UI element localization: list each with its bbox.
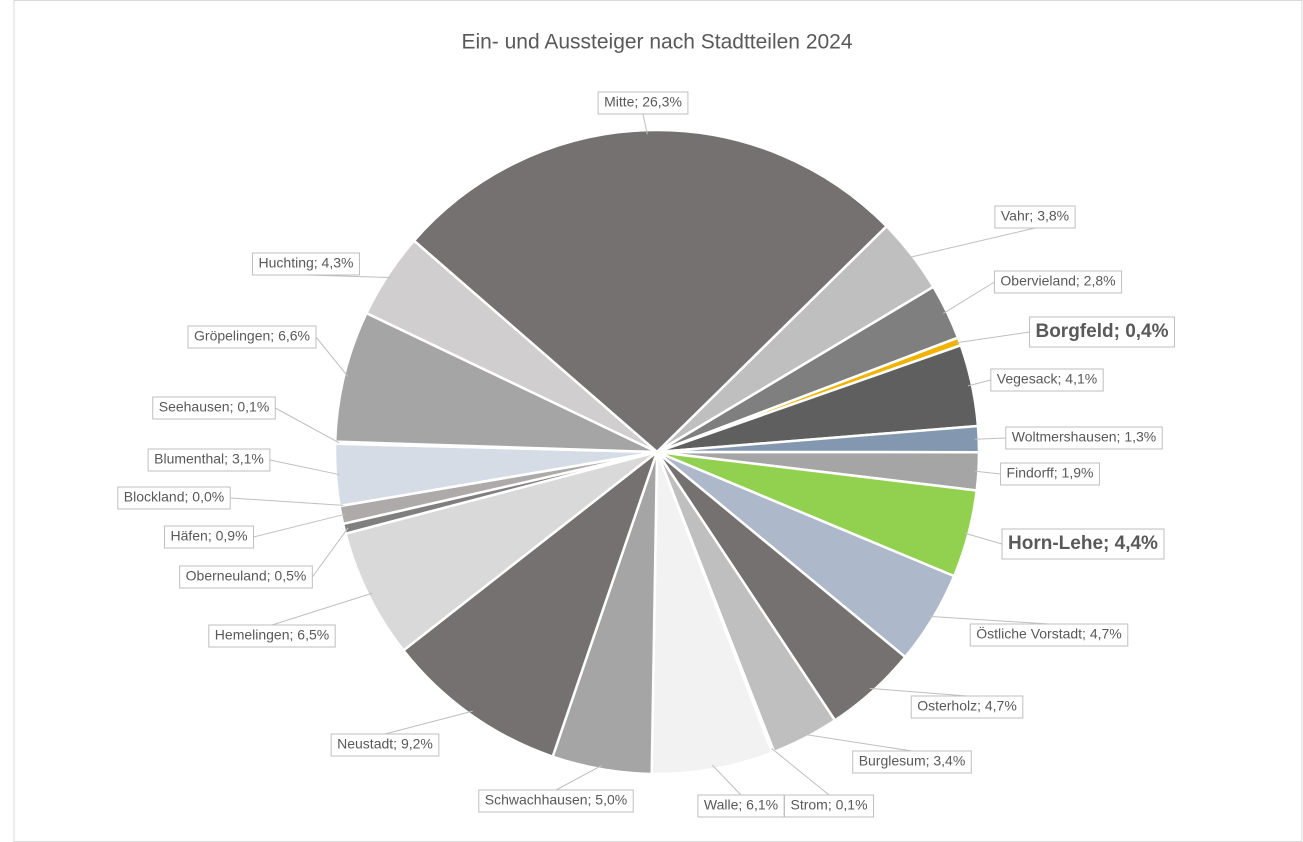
data-label-text: Vegesack; 4,1%: [997, 371, 1097, 387]
label-box: [1000, 462, 1100, 486]
leader-line: [315, 336, 349, 378]
label-box: [163, 525, 255, 549]
leader-line: [269, 459, 340, 476]
data-label-text: Häfen; 0,9%: [170, 528, 247, 544]
leader-line: [967, 379, 991, 387]
data-label-text: Borgfeld; 0,4%: [1035, 321, 1168, 342]
data-label: Neustadt; 9,2%: [330, 733, 440, 757]
data-label-text: Huchting; 4,3%: [259, 255, 354, 271]
data-label-text: Findorff; 1,9%: [1007, 465, 1094, 481]
label-box: [852, 750, 972, 774]
data-label-text: Hemelingen; 6,5%: [215, 627, 329, 643]
leader-line: [942, 281, 995, 314]
leader-line: [311, 527, 349, 578]
data-label: Häfen; 0,9%: [163, 525, 255, 549]
data-label-text: Woltmershausen; 1,3%: [1012, 429, 1156, 445]
leader-line: [230, 497, 344, 506]
data-label: Gröpelingen; 6,6%: [187, 325, 317, 349]
leader-line: [253, 513, 346, 538]
leader-line: [955, 331, 1030, 344]
data-label-text: Neustadt; 9,2%: [337, 736, 433, 752]
label-box: [990, 368, 1104, 392]
label-box: [597, 91, 689, 115]
label-box: [330, 733, 440, 757]
data-label: Woltmershausen; 1,3%: [1005, 426, 1163, 450]
data-label: Vahr; 3,8%: [994, 205, 1076, 229]
pie-slice: [364, 238, 658, 454]
leader-line: [974, 470, 1001, 475]
data-label: Huchting; 4,3%: [252, 252, 360, 276]
data-label: Schwachhausen; 5,0%: [478, 789, 634, 813]
data-label-text: Strom; 0,1%: [790, 797, 867, 813]
data-label-text: Oberneuland; 0,5%: [186, 568, 307, 584]
leader-line: [711, 764, 742, 796]
label-box: [910, 695, 1024, 719]
data-label: Östliche Vorstadt; 4,7%: [969, 623, 1129, 647]
leader-line: [974, 437, 1006, 440]
data-label: Findorff; 1,9%: [1000, 462, 1100, 486]
leader-line: [929, 615, 1050, 625]
label-box: [478, 789, 634, 813]
data-label-text: Blockland; 0,0%: [124, 489, 224, 505]
data-label: Burglesum; 3,4%: [852, 750, 972, 774]
label-box: [1005, 426, 1163, 450]
data-label: Osterholz; 4,7%: [910, 695, 1024, 719]
data-label: Seehausen; 0,1%: [152, 396, 276, 420]
leader-line: [384, 710, 473, 735]
data-label-text: Mitte; 26,3%: [604, 94, 682, 110]
pie-slice: [401, 448, 660, 759]
leader-line: [642, 113, 648, 135]
label-box: [152, 396, 276, 420]
data-label-text: Osterholz; 4,7%: [917, 698, 1017, 714]
label-box: [147, 448, 271, 472]
data-label: Obervieland; 2,8%: [993, 270, 1123, 294]
label-box: [1028, 316, 1176, 348]
leader-line: [803, 733, 913, 752]
label-box: [252, 252, 360, 276]
data-label: Borgfeld; 0,4%: [1028, 316, 1176, 348]
data-label-text: Walle; 6,1%: [704, 797, 778, 813]
data-label: Strom; 0,1%: [783, 794, 875, 818]
pie-slice: [412, 128, 889, 454]
data-label-text: Obervieland; 2,8%: [1000, 273, 1115, 289]
label-box: [1001, 528, 1165, 560]
label-box: [697, 794, 785, 818]
leader-line: [869, 687, 968, 697]
leader-line: [555, 764, 603, 791]
leader-line: [964, 532, 1003, 545]
data-label-text: Burglesum; 3,4%: [859, 753, 966, 769]
data-label-text: Schwachhausen; 5,0%: [485, 792, 627, 808]
label-box: [117, 486, 231, 510]
data-label-text: Horn-Lehe; 4,4%: [1008, 533, 1158, 554]
data-label: Hemelingen; 6,5%: [208, 624, 336, 648]
pie-slice: [343, 450, 658, 653]
pie-slice: [333, 311, 658, 454]
data-label: Blumenthal; 3,1%: [147, 448, 271, 472]
pie-slice: [650, 451, 774, 776]
data-label-text: Vahr; 3,8%: [1001, 208, 1069, 224]
data-label-text: Seehausen; 0,1%: [159, 399, 270, 415]
leader-line: [908, 227, 1036, 259]
data-label: Walle; 6,1%: [697, 794, 785, 818]
data-label: Vegesack; 4,1%: [990, 368, 1104, 392]
label-box: [208, 624, 336, 648]
label-box: [993, 270, 1123, 294]
data-label: Horn-Lehe; 4,4%: [1001, 528, 1165, 560]
label-box: [994, 205, 1076, 229]
label-box: [969, 623, 1129, 647]
data-label: Blockland; 0,0%: [117, 486, 231, 510]
data-label: Mitte; 26,3%: [597, 91, 689, 115]
leader-line: [275, 407, 340, 444]
label-box: [179, 565, 313, 589]
data-label-text: Blumenthal; 3,1%: [154, 451, 264, 467]
data-label-text: Östliche Vorstadt; 4,7%: [976, 625, 1122, 642]
chart-title: Ein- und Aussteiger nach Stadtteilen 202…: [461, 31, 852, 54]
leader-line: [271, 592, 373, 626]
data-label-text: Gröpelingen; 6,6%: [194, 328, 310, 344]
data-label: Oberneuland; 0,5%: [179, 565, 313, 589]
label-box: [187, 325, 317, 349]
leader-line: [771, 748, 830, 796]
